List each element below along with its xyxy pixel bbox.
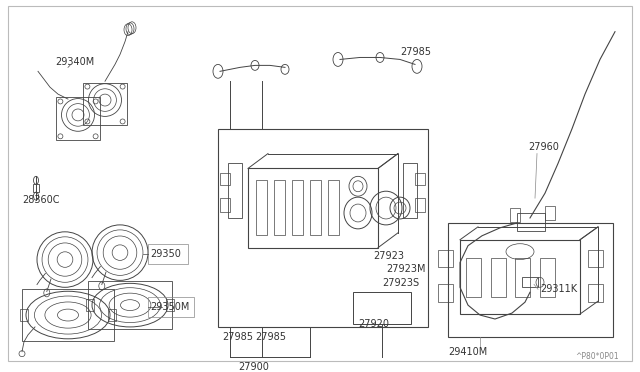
Bar xyxy=(310,180,321,235)
Bar xyxy=(403,163,417,218)
Text: 27985: 27985 xyxy=(222,332,253,342)
Bar xyxy=(545,206,555,220)
Bar xyxy=(466,257,481,297)
Bar xyxy=(540,257,555,297)
Bar xyxy=(510,208,520,222)
Bar xyxy=(328,180,339,235)
Bar xyxy=(517,213,545,231)
Bar xyxy=(274,180,285,235)
Bar xyxy=(108,309,116,321)
Bar xyxy=(448,223,613,337)
Text: ^P80*0P01: ^P80*0P01 xyxy=(575,352,619,361)
Bar xyxy=(415,173,425,185)
Text: 28360C: 28360C xyxy=(22,195,60,205)
Bar xyxy=(56,97,100,140)
Bar xyxy=(20,309,28,321)
Text: 27923: 27923 xyxy=(373,251,404,261)
Bar xyxy=(220,173,230,185)
Bar xyxy=(86,299,94,311)
Bar xyxy=(292,180,303,235)
Bar xyxy=(220,198,230,212)
Text: 27920: 27920 xyxy=(358,319,389,329)
Bar xyxy=(148,244,188,263)
Text: 27923S: 27923S xyxy=(382,278,419,288)
Bar xyxy=(438,284,453,302)
Text: 27923M: 27923M xyxy=(386,264,426,275)
Bar xyxy=(588,250,603,267)
Bar xyxy=(588,284,603,302)
Bar xyxy=(218,129,428,327)
Text: 27900: 27900 xyxy=(239,362,269,372)
Bar xyxy=(522,278,538,287)
Bar xyxy=(228,163,242,218)
Bar xyxy=(415,198,425,212)
Text: 29340M: 29340M xyxy=(55,57,94,67)
Text: 29350: 29350 xyxy=(150,248,181,259)
Text: 29410M: 29410M xyxy=(449,347,488,357)
Bar xyxy=(248,169,378,248)
Bar xyxy=(460,240,580,314)
Bar xyxy=(166,299,174,311)
Bar xyxy=(491,257,506,297)
Bar xyxy=(33,184,39,192)
Bar xyxy=(515,257,531,297)
Text: 27985: 27985 xyxy=(400,46,431,57)
Bar xyxy=(256,180,267,235)
Text: 27985: 27985 xyxy=(255,332,286,342)
Bar xyxy=(22,289,114,341)
Bar xyxy=(83,83,127,125)
Bar xyxy=(88,281,172,329)
Bar xyxy=(438,250,453,267)
Text: 29350M: 29350M xyxy=(150,302,189,312)
Text: 29311K: 29311K xyxy=(540,284,577,294)
Bar xyxy=(148,297,194,317)
Text: 27960: 27960 xyxy=(528,142,559,152)
Bar xyxy=(353,292,411,324)
